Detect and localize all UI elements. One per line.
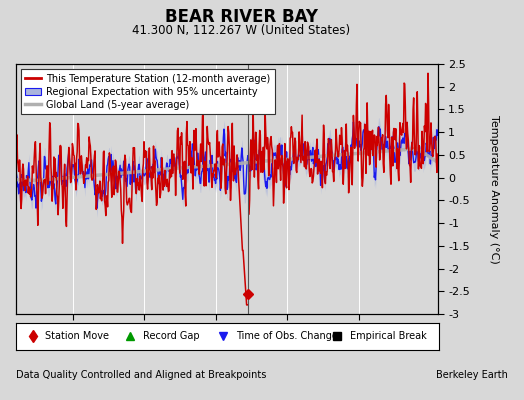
Text: Berkeley Earth: Berkeley Earth [436,370,508,380]
Text: 41.300 N, 112.267 W (United States): 41.300 N, 112.267 W (United States) [132,24,350,37]
Text: Data Quality Controlled and Aligned at Breakpoints: Data Quality Controlled and Aligned at B… [16,370,266,380]
Text: Record Gap: Record Gap [143,331,199,341]
Text: Empirical Break: Empirical Break [350,331,427,341]
Y-axis label: Temperature Anomaly (°C): Temperature Anomaly (°C) [489,115,499,263]
Text: Time of Obs. Change: Time of Obs. Change [236,331,338,341]
Legend: This Temperature Station (12-month average), Regional Expectation with 95% uncer: This Temperature Station (12-month avera… [20,69,275,114]
Text: Station Move: Station Move [46,331,110,341]
Text: BEAR RIVER BAY: BEAR RIVER BAY [165,8,318,26]
